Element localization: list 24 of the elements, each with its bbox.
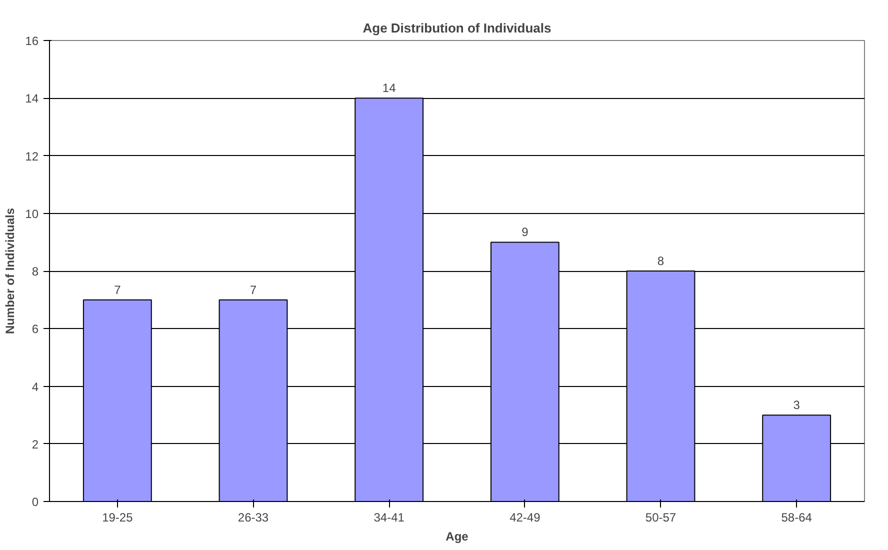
data-label: 7 bbox=[114, 282, 122, 297]
chart-title: Age Distribution of Individuals bbox=[362, 20, 552, 36]
x-tick-label: 50-57 bbox=[645, 510, 676, 524]
x-tick-label: 19-25 bbox=[102, 510, 134, 524]
x-tick-label: 58-64 bbox=[781, 510, 812, 524]
data-label: 7 bbox=[250, 282, 257, 297]
x-tick-label: 26-33 bbox=[238, 510, 269, 524]
y-tick-label: 16 bbox=[25, 34, 39, 48]
x-axis-title: Age bbox=[446, 530, 469, 544]
y-tick-label: 10 bbox=[25, 206, 39, 221]
x-tick-label: 42-49 bbox=[510, 510, 541, 524]
y-tick-label: 4 bbox=[32, 380, 39, 394]
y-tick-label: 2 bbox=[32, 437, 39, 452]
y-tick-label: 14 bbox=[25, 92, 39, 106]
y-tick-label: 6 bbox=[32, 322, 39, 336]
data-label: 14 bbox=[382, 81, 396, 96]
x-tick-label: 34-41 bbox=[374, 510, 405, 524]
y-tick-label: 12 bbox=[25, 149, 39, 164]
y-tick-label: 8 bbox=[32, 264, 39, 278]
y-tick-label: 0 bbox=[32, 495, 39, 509]
y-axis-title: Number of Individuals bbox=[3, 208, 18, 334]
data-label: 9 bbox=[522, 225, 529, 240]
data-label: 8 bbox=[657, 254, 664, 268]
data-label: 3 bbox=[793, 398, 800, 412]
